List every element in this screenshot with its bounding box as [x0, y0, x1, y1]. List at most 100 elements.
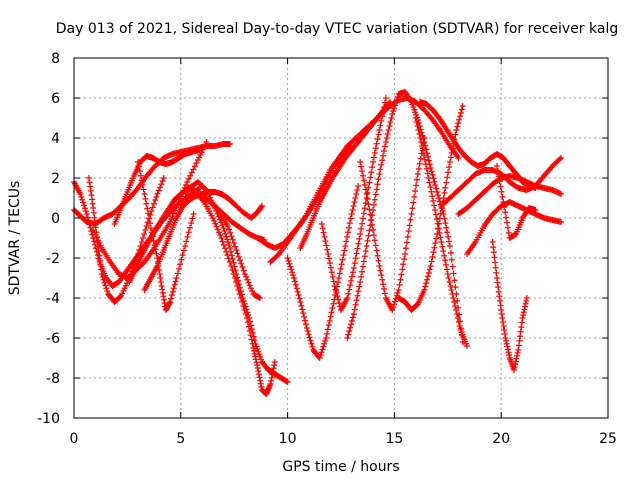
data-point [168, 292, 175, 299]
data-point [235, 253, 242, 260]
data-point [158, 283, 165, 289]
data-point [371, 237, 378, 244]
data-point [182, 193, 189, 200]
data-point [87, 183, 94, 190]
data-point [451, 277, 458, 284]
data-point [491, 254, 498, 261]
data-point [152, 197, 159, 203]
data-point [215, 229, 222, 236]
data-point [348, 273, 355, 280]
data-point [518, 324, 525, 331]
data-point [347, 282, 354, 289]
data-point [324, 246, 331, 253]
data-point [423, 280, 430, 287]
data-point [78, 193, 85, 200]
data-point [431, 207, 438, 213]
data-point [186, 224, 193, 231]
data-point [381, 285, 388, 292]
data-point [289, 269, 296, 276]
data-point [434, 220, 441, 227]
data-point [515, 342, 522, 349]
data-point [225, 255, 232, 262]
data-point [230, 271, 237, 277]
data-point [504, 346, 511, 353]
data-point [437, 234, 444, 241]
data-point [424, 150, 431, 157]
data-point [414, 123, 421, 129]
data-point [376, 171, 383, 177]
data-point [377, 267, 384, 274]
data-point [434, 189, 441, 195]
data-point [378, 161, 385, 168]
data-point [168, 216, 175, 223]
data-point [181, 196, 188, 203]
data-point [375, 257, 382, 264]
data-point [383, 135, 390, 141]
y-tick-label: 6 [51, 91, 60, 107]
data-point [404, 233, 411, 240]
data-point [240, 303, 247, 309]
data-point [373, 140, 380, 147]
data-point [179, 202, 186, 209]
data-point [350, 265, 357, 271]
data-point [142, 227, 149, 233]
data-point [223, 248, 230, 255]
data-point [375, 176, 382, 183]
data-point [161, 296, 168, 303]
data-point [136, 168, 143, 175]
data-point [203, 139, 210, 145]
data-point [349, 269, 356, 276]
data-point [493, 163, 500, 169]
data-point [173, 275, 180, 281]
data-point [372, 191, 379, 198]
data-point [514, 352, 521, 359]
data-marks [71, 89, 565, 397]
data-point [349, 207, 356, 213]
series-arc-10 [184, 185, 278, 397]
data-point [96, 252, 103, 259]
data-point [345, 290, 352, 297]
data-point [378, 117, 385, 124]
data-point [336, 270, 343, 277]
data-point [504, 343, 511, 350]
data-point [90, 209, 97, 216]
data-point [244, 315, 251, 321]
data-point [271, 362, 278, 369]
data-point [230, 240, 237, 247]
data-point [372, 242, 379, 249]
data-point [459, 103, 466, 109]
data-point [212, 220, 219, 227]
data-point [351, 260, 358, 267]
data-point [188, 220, 195, 227]
data-point [449, 145, 456, 152]
data-point [428, 168, 435, 175]
data-point [454, 297, 461, 304]
data-point [441, 252, 448, 259]
data-point [349, 314, 356, 321]
data-point [233, 247, 240, 253]
data-point [307, 337, 314, 344]
data-point [397, 276, 404, 283]
data-point [85, 175, 92, 181]
data-point [374, 252, 381, 259]
data-point [450, 270, 457, 277]
data-point [197, 147, 204, 153]
data-point [235, 287, 242, 293]
data-point [446, 238, 453, 245]
data-point [241, 271, 248, 277]
data-point [380, 281, 387, 288]
data-point [97, 261, 104, 268]
data-point [373, 186, 380, 193]
data-point [452, 303, 459, 309]
y-tick-label: 0 [51, 211, 60, 227]
data-point [401, 256, 408, 263]
data-point [424, 153, 431, 160]
y-tick-label: 8 [51, 51, 60, 67]
data-point [444, 271, 451, 277]
data-point [359, 220, 366, 227]
data-point [443, 179, 450, 186]
data-point [392, 99, 399, 106]
data-point [141, 231, 148, 237]
data-point [424, 170, 431, 177]
data-point [183, 190, 190, 197]
